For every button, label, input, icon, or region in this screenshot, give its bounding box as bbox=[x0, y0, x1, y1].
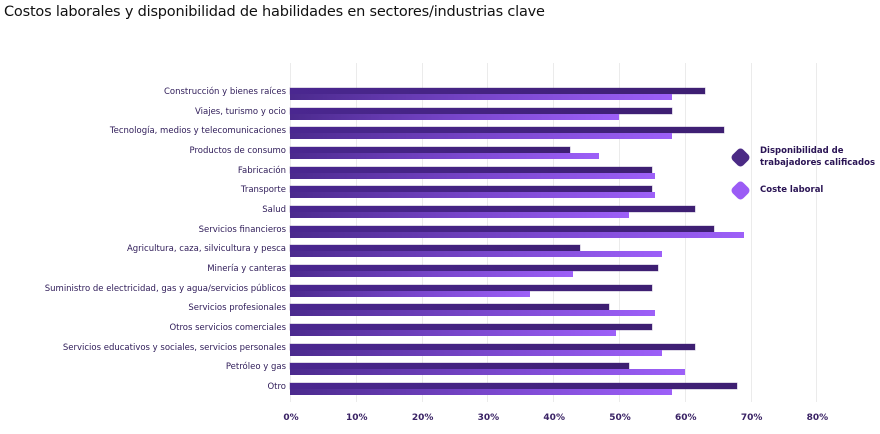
bar-group-row: Fabricación bbox=[0, 165, 880, 179]
x-axis-tick-label: 70% bbox=[740, 413, 763, 423]
bar-skilled-workers-availability bbox=[290, 265, 659, 272]
category-label: Petróleo y gas bbox=[225, 362, 286, 373]
bar-labor-cost bbox=[290, 133, 672, 140]
bar-labor-cost bbox=[290, 290, 531, 297]
bar-group-row: Petróleo y gas bbox=[0, 362, 880, 376]
bar-skilled-workers-availability bbox=[290, 383, 738, 390]
bar-labor-cost bbox=[290, 310, 656, 317]
x-axis-tick-label: 80% bbox=[806, 413, 829, 423]
category-label: Construcción y bienes raíces bbox=[163, 87, 286, 97]
bar-group-row: Tecnología, medios y telecomunicaciones bbox=[0, 126, 880, 140]
bar-labor-cost bbox=[290, 172, 656, 179]
bar-labor-cost bbox=[290, 192, 656, 199]
bar-group-row: Servicios financieros bbox=[0, 224, 880, 238]
bar-group-row: Viajes, turismo y ocio bbox=[0, 106, 880, 120]
category-label: Otro bbox=[267, 382, 286, 393]
bar-group-row: Servicios educativos y sociales, servici… bbox=[0, 342, 880, 356]
category-label: Minería y canteras bbox=[207, 264, 286, 275]
category-label: Salud bbox=[262, 205, 286, 216]
bar-group-row: Productos de consumo bbox=[0, 146, 880, 159]
category-label: Tecnología, medios y telecomunicaciones bbox=[109, 126, 286, 137]
category-label: Otros servicios comerciales bbox=[169, 323, 286, 334]
bar-labor-cost bbox=[290, 251, 662, 258]
bar-group-row: Agricultura, caza, silvicultura y pesca bbox=[0, 244, 880, 258]
x-axis-tick-label: 60% bbox=[675, 413, 697, 423]
bar-labor-cost bbox=[290, 231, 745, 238]
x-axis-tick-label: 30% bbox=[477, 413, 500, 423]
category-label: Transporte bbox=[240, 185, 286, 196]
legend-label: Disponibilidad de trabajadores calificad… bbox=[760, 146, 876, 168]
bar-skilled-workers-availability bbox=[290, 88, 705, 94]
category-label: Productos de consumo bbox=[189, 146, 287, 156]
bar-labor-cost bbox=[290, 153, 600, 159]
bar-group-row: Transporte bbox=[0, 185, 880, 199]
gridline bbox=[750, 63, 752, 402]
x-axis-tick-label: 50% bbox=[609, 413, 631, 423]
bar-labor-cost bbox=[290, 369, 685, 376]
bar-skilled-workers-availability bbox=[290, 127, 725, 134]
category-label: Fabricación bbox=[237, 165, 286, 176]
category-label: Agricultura, caza, silvicultura y pesca bbox=[126, 244, 286, 255]
gridline bbox=[816, 63, 818, 402]
bar-group-row: Servicios profesionales bbox=[0, 303, 880, 317]
bar-skilled-workers-availability bbox=[290, 147, 570, 153]
bar-skilled-workers-availability bbox=[290, 363, 629, 370]
x-axis-tick-label: 0% bbox=[283, 413, 299, 423]
bar-skilled-workers-availability bbox=[290, 304, 610, 311]
category-label: Servicios educativos y sociales, servici… bbox=[62, 342, 286, 353]
category-label: Viajes, turismo y ocio bbox=[195, 106, 286, 117]
bar-group-row: Otro bbox=[0, 382, 880, 396]
bar-group-row: Construcción y bienes raíces bbox=[0, 87, 880, 100]
bar-labor-cost bbox=[290, 271, 573, 278]
bar-group-row: Salud bbox=[0, 205, 880, 219]
category-label: Servicios profesionales bbox=[188, 303, 286, 314]
bar-skilled-workers-availability bbox=[290, 225, 715, 232]
bar-skilled-workers-availability bbox=[290, 107, 672, 114]
bar-skilled-workers-availability bbox=[290, 166, 652, 173]
bar-labor-cost bbox=[290, 330, 616, 337]
bar-labor-cost bbox=[290, 349, 662, 356]
bar-group-row: Otros servicios comerciales bbox=[0, 323, 880, 337]
bar-labor-cost bbox=[290, 113, 619, 120]
bar-skilled-workers-availability bbox=[290, 245, 580, 252]
x-axis-tick-label: 10% bbox=[346, 413, 368, 423]
bar-labor-cost bbox=[290, 94, 672, 100]
bar-skilled-workers-availability bbox=[290, 206, 695, 213]
chart-title: Costos laborales y disponibilidad de hab… bbox=[4, 4, 545, 20]
bar-skilled-workers-availability bbox=[290, 284, 652, 291]
bar-group-row: Suministro de electricidad, gas y agua/s… bbox=[0, 283, 880, 297]
bar-labor-cost bbox=[290, 389, 672, 396]
bar-skilled-workers-availability bbox=[290, 343, 695, 350]
category-label: Suministro de electricidad, gas y agua/s… bbox=[44, 283, 286, 294]
bar-skilled-workers-availability bbox=[290, 324, 652, 331]
bar-skilled-workers-availability bbox=[290, 186, 652, 193]
x-axis-tick-label: 20% bbox=[411, 413, 434, 423]
x-axis-tick-label: 40% bbox=[543, 413, 565, 423]
bar-labor-cost bbox=[290, 212, 629, 219]
bar-group-row: Minería y canteras bbox=[0, 264, 880, 278]
category-label: Servicios financieros bbox=[198, 224, 286, 235]
legend-label: Coste laboral bbox=[760, 185, 824, 195]
